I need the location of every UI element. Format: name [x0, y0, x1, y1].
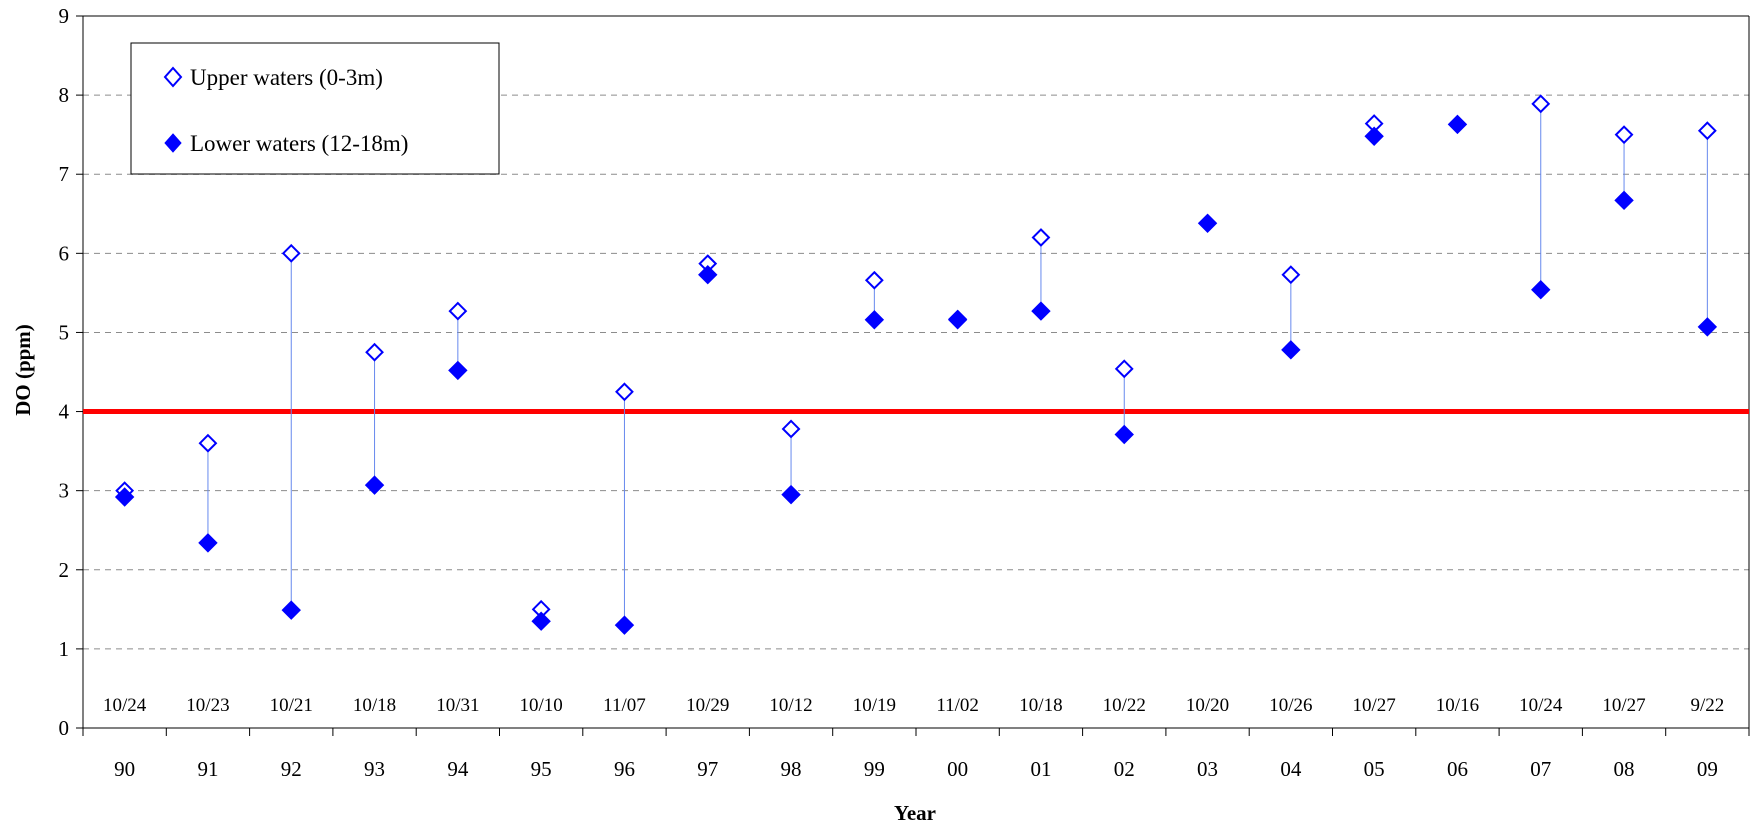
- range-lines: [124, 103, 1708, 626]
- y-tick-label-5: 5: [59, 320, 70, 344]
- lower-point-03: [1197, 213, 1218, 233]
- date-label-3: 10/18: [353, 695, 396, 716]
- x-tick-label-91: 91: [197, 757, 218, 781]
- date-label-8: 10/12: [769, 695, 812, 716]
- x-tick-label-96: 96: [614, 757, 635, 781]
- x-tick-label-08: 08: [1614, 757, 1635, 781]
- upper-point-93: [365, 342, 384, 362]
- date-label-6: 11/07: [603, 695, 646, 716]
- lower-point-02: [1114, 424, 1134, 445]
- upper-point-91: [198, 433, 218, 453]
- lower-point-05: [1364, 126, 1384, 146]
- gridlines: [83, 94, 1749, 650]
- legend-upper-label: Upper waters (0-3m): [190, 65, 383, 90]
- date-labels: 10/24 10/23 10/21 10/18 10/31 10/10 11/07 10/29…: [103, 695, 1724, 716]
- legend: Upper waters (0-3m) Lower waters (12-18m…: [130, 42, 500, 175]
- x-tick-label-94: 94: [447, 757, 469, 781]
- date-label-17: 10/24: [1519, 695, 1563, 716]
- date-label-14: 10/26: [1269, 695, 1312, 716]
- lower-point-06: [1447, 114, 1468, 135]
- lower-point-95: [531, 611, 551, 631]
- upper-point-04: [1281, 265, 1301, 285]
- upper-point-02: [1114, 359, 1134, 379]
- lower-point-96: [614, 615, 635, 635]
- lower-point-07: [1531, 280, 1551, 300]
- upper-point-08: [1614, 125, 1634, 145]
- lower-point-94: [448, 360, 468, 381]
- x-tick-label-95: 95: [531, 757, 552, 781]
- lower-point-04: [1281, 340, 1301, 360]
- date-label-0: 10/24: [103, 695, 147, 716]
- legend-upper-marker: [163, 66, 183, 88]
- x-tick-label-09: 09: [1697, 757, 1718, 781]
- lower-point-00: [947, 310, 968, 330]
- x-tick-label-90: 90: [114, 757, 135, 781]
- lower-point-91: [198, 533, 218, 553]
- y-tick-label-4: 4: [59, 400, 70, 424]
- x-tick-label-04: 04: [1280, 757, 1302, 781]
- lower-point-01: [1031, 301, 1051, 321]
- x-axis-ticks: 90 91 92 93 94 95 96 97 98 99 00 01 02 03 04 05 06 07 08 09: [82, 728, 1750, 781]
- x-tick-label-01: 01: [1030, 757, 1051, 781]
- lower-point-90: [114, 487, 135, 507]
- y-tick-label-3: 3: [59, 479, 70, 503]
- legend-lower-marker: [164, 133, 182, 153]
- date-label-10: 11/02: [936, 695, 979, 716]
- y-axis-ticks: 0 1 2 3 4 5 6 7 8 9: [59, 4, 83, 740]
- upper-point-99: [864, 270, 884, 290]
- upper-point-07: [1531, 94, 1551, 114]
- lower-series: [114, 114, 1718, 635]
- lower-point-08: [1614, 190, 1634, 211]
- date-label-13: 10/20: [1186, 695, 1229, 716]
- y-tick-label-0: 0: [59, 716, 70, 740]
- y-tick-label-2: 2: [59, 558, 70, 582]
- x-tick-label-98: 98: [781, 757, 802, 781]
- x-tick-label-03: 03: [1197, 757, 1218, 781]
- upper-point-98: [781, 419, 801, 439]
- upper-point-96: [615, 382, 634, 402]
- lower-point-93: [364, 475, 385, 495]
- x-tick-label-06: 06: [1447, 757, 1468, 781]
- date-label-9: 10/19: [853, 695, 896, 716]
- lower-point-97: [698, 264, 718, 285]
- date-label-4: 10/31: [436, 695, 479, 716]
- x-tick-label-07: 07: [1530, 757, 1551, 781]
- date-label-1: 10/23: [186, 695, 229, 716]
- y-tick-label-6: 6: [59, 241, 70, 265]
- date-label-15: 10/27: [1353, 695, 1396, 716]
- x-tick-label-92: 92: [281, 757, 302, 781]
- date-label-11: 10/18: [1019, 695, 1062, 716]
- upper-point-92: [281, 243, 301, 263]
- date-label-7: 10/29: [686, 695, 729, 716]
- y-axis-title: DO (ppm): [11, 324, 35, 416]
- x-tick-label-97: 97: [697, 757, 718, 781]
- y-tick-label-1: 1: [59, 637, 70, 661]
- date-label-19: 9/22: [1690, 695, 1724, 716]
- x-tick-label-99: 99: [864, 757, 885, 781]
- date-label-16: 10/16: [1436, 695, 1479, 716]
- y-tick-label-8: 8: [59, 83, 70, 107]
- legend-lower-label: Lower waters (12-18m): [190, 131, 408, 156]
- upper-point-94: [448, 301, 468, 321]
- legend-box: [130, 42, 500, 175]
- lower-point-99: [864, 310, 885, 330]
- x-axis-title: Year: [894, 801, 936, 825]
- date-label-18: 10/27: [1602, 695, 1645, 716]
- upper-point-01: [1031, 228, 1051, 247]
- y-tick-label-7: 7: [59, 162, 70, 186]
- lower-point-92: [281, 600, 301, 620]
- x-tick-label-02: 02: [1114, 757, 1135, 781]
- x-tick-label-00: 00: [947, 757, 968, 781]
- date-label-12: 10/22: [1103, 695, 1146, 716]
- upper-point-09: [1697, 121, 1717, 141]
- lower-point-09: [1697, 317, 1718, 337]
- x-tick-label-05: 05: [1364, 757, 1385, 781]
- date-label-5: 10/10: [520, 695, 563, 716]
- x-tick-label-93: 93: [364, 757, 385, 781]
- date-label-2: 10/21: [270, 695, 313, 716]
- y-tick-label-9: 9: [59, 4, 70, 28]
- lower-point-98: [781, 484, 801, 505]
